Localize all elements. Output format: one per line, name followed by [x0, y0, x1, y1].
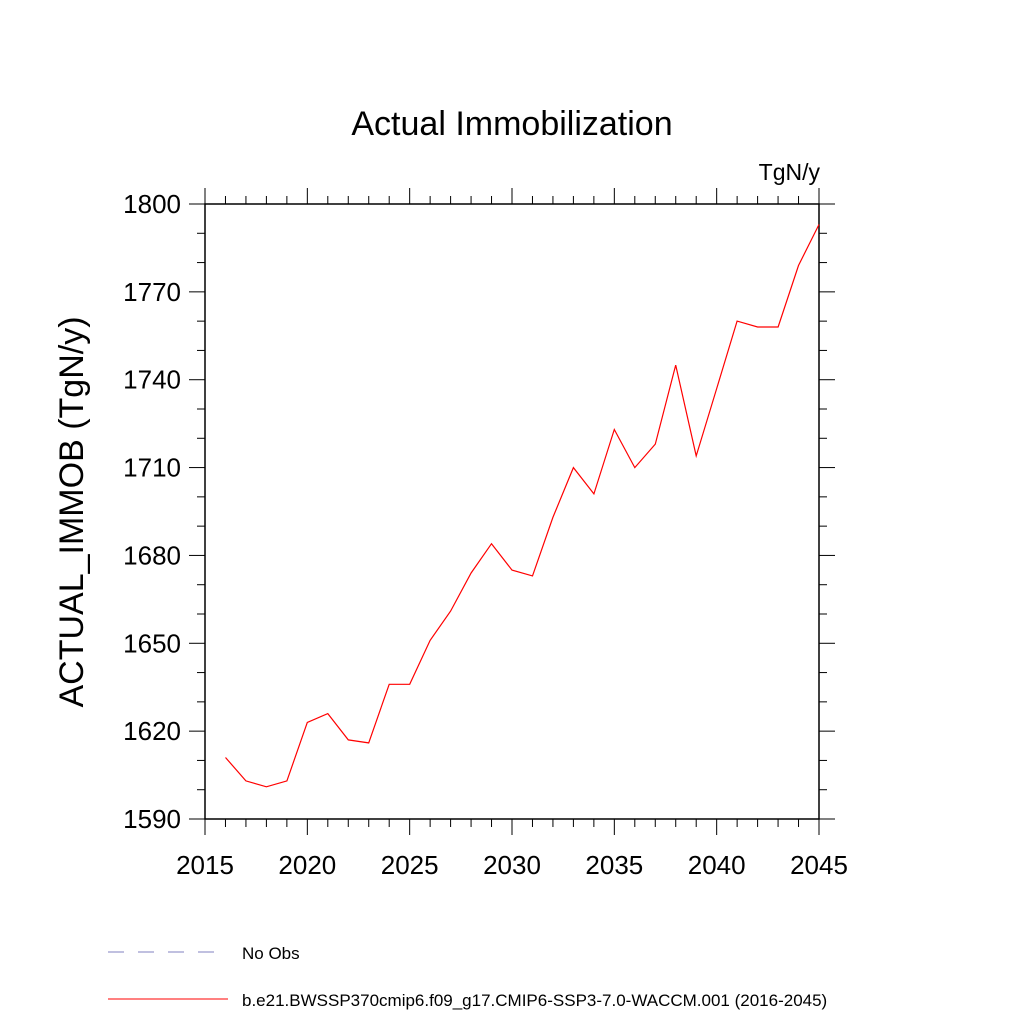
legend-label-1: No Obs	[242, 944, 300, 963]
x-tick-label: 2020	[278, 850, 336, 880]
x-tick-label: 2025	[381, 850, 439, 880]
chart-title: Actual Immobilization	[351, 105, 672, 143]
x-tick-label: 2045	[790, 850, 848, 880]
x-tick-label: 2030	[483, 850, 541, 880]
y-tick-label: 1680	[123, 540, 181, 570]
plot-frame	[204, 203, 820, 820]
y-tick-label: 1740	[123, 365, 181, 395]
y-tick-label: 1620	[123, 716, 181, 746]
legend: No Obs b.e21.BWSSP370cmip6.f09_g17.CMIP6-…	[108, 944, 827, 1010]
y-tick-label: 1770	[123, 277, 181, 307]
y-axis-label: ACTUAL_IMMOB (TgN/y)	[53, 316, 91, 707]
y-tick-label: 1590	[123, 804, 181, 834]
x-tick-label: 2040	[688, 850, 746, 880]
y-tick-label: 1710	[123, 453, 181, 483]
y-tick-label: 1800	[123, 189, 181, 219]
y-tick-label: 1650	[123, 628, 181, 658]
series-line-0	[225, 224, 820, 788]
series-layer	[225, 224, 820, 788]
units-label: TgN/y	[759, 159, 821, 185]
x-axis-ticks: 2015 2020 2025 2030 2035 2040 2045	[176, 188, 848, 880]
x-tick-label: 2015	[176, 850, 234, 880]
legend-label-0: b.e21.BWSSP370cmip6.f09_g17.CMIP6-SSP3-7…	[242, 991, 827, 1010]
y-axis-ticks: 1590 1620 1650 1680 1710 1740 1770 1800	[123, 189, 835, 834]
x-tick-label: 2035	[585, 850, 643, 880]
plot-border	[204, 203, 820, 820]
